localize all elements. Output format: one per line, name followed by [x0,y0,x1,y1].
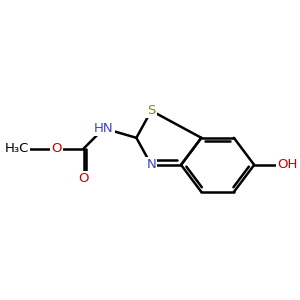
Text: H₃C: H₃C [5,142,29,155]
Text: O: O [78,172,89,185]
Text: HN: HN [94,122,114,135]
Text: O: O [51,142,62,155]
Text: S: S [147,104,155,117]
Text: OH: OH [277,158,298,171]
Text: N: N [146,158,156,171]
